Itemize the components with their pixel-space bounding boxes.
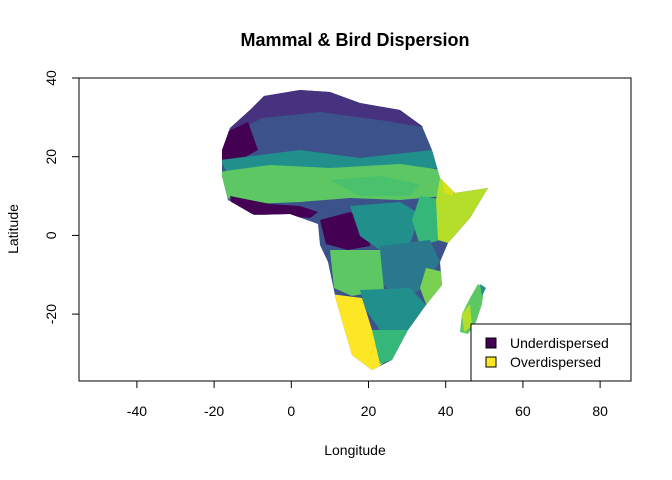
x-tick-label: 80 [592,403,608,419]
map-south-green [330,250,384,296]
x-tick-label: 20 [361,403,377,419]
map-southwest-yellow [330,294,392,370]
y-tick-label: -20 [43,304,59,324]
x-axis: -40 -20 0 20 40 60 80 [127,380,608,419]
x-tick-label: 0 [287,403,295,419]
y-tick-label: 0 [43,231,59,239]
legend-swatch-underdispersed [485,337,497,349]
x-tick-label: -20 [204,403,224,419]
map-east-teal [380,240,440,300]
x-axis-label: Longitude [324,442,386,458]
madagascar-west [462,304,472,332]
legend: Underdispersed Overdispersed [470,323,632,382]
x-tick-label: 40 [438,403,454,419]
legend-label-underdispersed: Underdispersed [510,335,609,351]
y-axis-label: Latitude [5,204,21,254]
madagascar-north [480,284,486,296]
x-tick-label: 60 [515,403,531,419]
y-axis: -20 0 20 40 [43,70,80,324]
chart-title: Mammal & Bird Dispersion [240,30,469,50]
y-tick-label: 20 [43,149,59,165]
y-tick-label: 40 [43,70,59,86]
map-sahel-light [330,176,420,196]
africa-map [222,90,488,370]
map-congo-teal [350,202,420,250]
legend-swatch-overdispersed [485,356,497,368]
legend-box [470,323,632,382]
legend-label-overdispersed: Overdispersed [510,354,601,370]
map-west-coast-dark [230,196,318,218]
map-south-green-2 [372,330,408,364]
map-northwest-dark [222,122,258,165]
map-southeast-teal [360,288,426,330]
x-tick-label: -40 [127,403,147,419]
